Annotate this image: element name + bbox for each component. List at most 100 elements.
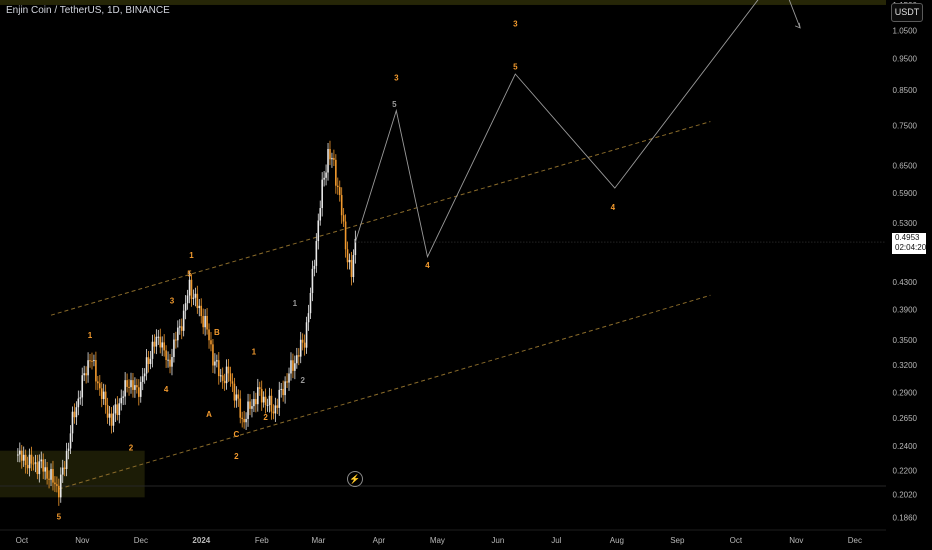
candle-body xyxy=(348,259,351,263)
candle-body xyxy=(81,375,84,398)
candle xyxy=(136,378,138,394)
candle xyxy=(294,355,296,380)
wave-label: 3 xyxy=(170,297,175,306)
candle xyxy=(56,476,58,493)
candle xyxy=(239,390,242,424)
candle-body xyxy=(97,381,99,384)
candle xyxy=(247,393,249,427)
candle-body xyxy=(186,295,189,304)
candle-body xyxy=(98,383,101,389)
candle-body xyxy=(122,396,124,398)
candle xyxy=(50,463,52,486)
candle xyxy=(296,347,298,369)
candle-body xyxy=(227,366,230,374)
candle xyxy=(143,368,146,384)
candle xyxy=(104,384,107,414)
candle xyxy=(301,333,304,351)
lightning-icon[interactable]: ⚡ xyxy=(347,471,363,487)
candle xyxy=(338,180,341,202)
candle-body xyxy=(335,159,337,186)
candle-body xyxy=(297,355,300,357)
candle xyxy=(81,367,84,406)
candle-body xyxy=(153,341,156,347)
candle xyxy=(325,164,327,186)
candle xyxy=(167,351,169,368)
candle-body xyxy=(151,341,154,359)
candle xyxy=(63,461,66,477)
candle xyxy=(258,381,261,396)
symbol-title[interactable]: Enjin Coin / TetherUS, 1D, BINANCE xyxy=(6,5,170,16)
candle xyxy=(97,375,99,391)
candle xyxy=(83,365,85,382)
candle xyxy=(249,394,251,416)
candle xyxy=(184,295,187,320)
candle-body xyxy=(292,360,294,371)
candle xyxy=(58,478,60,506)
currency-button[interactable]: USDT xyxy=(891,3,923,22)
candle xyxy=(93,354,95,367)
candle xyxy=(229,366,232,387)
candle-body xyxy=(264,396,267,406)
candle-body xyxy=(52,468,54,483)
candle-body xyxy=(136,385,138,388)
candle-body xyxy=(276,405,279,408)
candle-body xyxy=(216,360,218,362)
candle-body xyxy=(184,303,187,311)
candle xyxy=(221,367,224,389)
candle-body xyxy=(54,482,56,485)
candle-body xyxy=(44,467,46,472)
candle-body xyxy=(58,485,60,498)
candle-body xyxy=(167,359,169,361)
candle xyxy=(253,391,255,412)
x-tick-label: Dec xyxy=(134,536,148,545)
candle xyxy=(75,401,78,425)
candle-body xyxy=(100,388,103,400)
wave-label: A xyxy=(206,410,212,419)
wave-projection-line xyxy=(354,0,801,259)
candle xyxy=(112,405,115,433)
candle-body xyxy=(93,360,95,362)
candle-body xyxy=(296,355,298,364)
candle-body xyxy=(165,350,167,360)
candle xyxy=(34,454,37,473)
candle-body xyxy=(336,185,339,188)
wave-label: B xyxy=(214,328,220,337)
wave-label: 5 xyxy=(513,62,518,71)
candle-body xyxy=(28,454,31,469)
candle xyxy=(208,323,210,349)
candle-body xyxy=(73,411,76,418)
y-tick-label: 0.9500 xyxy=(893,55,918,64)
x-tick-label: 2024 xyxy=(192,536,210,545)
wave-label: 5 xyxy=(392,100,397,109)
candle-body xyxy=(173,339,175,358)
candle xyxy=(20,445,23,469)
candle xyxy=(30,446,33,472)
x-tick-label: Jun xyxy=(491,536,504,545)
candle xyxy=(77,390,80,416)
candle-body xyxy=(270,395,273,412)
x-tick-label: Apr xyxy=(373,536,386,545)
wave-label: 3 xyxy=(513,20,518,29)
candle-body xyxy=(132,380,134,390)
candle xyxy=(32,456,35,471)
candle xyxy=(315,233,318,273)
y-tick-label: 0.6500 xyxy=(893,162,918,171)
candle xyxy=(278,381,281,416)
candle-body xyxy=(258,387,261,389)
candle-body xyxy=(243,418,245,423)
candle xyxy=(36,454,39,480)
candle xyxy=(286,373,288,389)
x-tick-label: Nov xyxy=(789,536,803,545)
candle xyxy=(24,449,27,474)
candle-body xyxy=(71,411,74,434)
candle xyxy=(118,398,121,424)
candle-body xyxy=(95,360,97,382)
candle xyxy=(299,331,302,364)
candle xyxy=(212,339,214,374)
candle xyxy=(71,406,74,442)
candle xyxy=(124,372,126,405)
x-tick-label: Dec xyxy=(848,536,862,545)
candle-body xyxy=(206,315,208,330)
candle-body xyxy=(253,399,255,407)
